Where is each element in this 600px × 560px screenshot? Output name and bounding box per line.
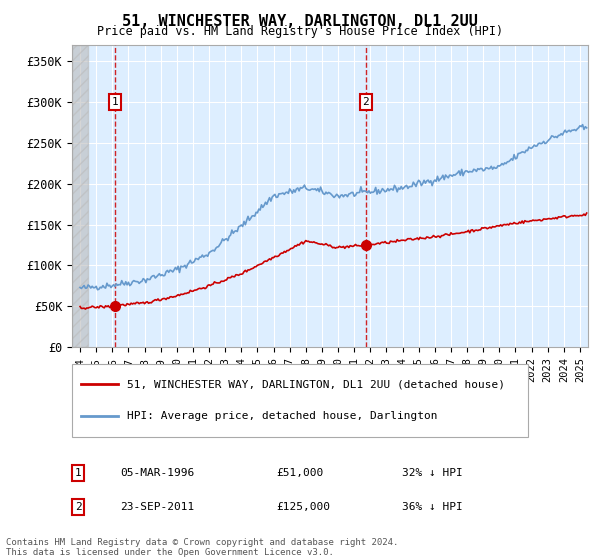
Text: 32% ↓ HPI: 32% ↓ HPI (402, 468, 463, 478)
Text: 51, WINCHESTER WAY, DARLINGTON, DL1 2UU: 51, WINCHESTER WAY, DARLINGTON, DL1 2UU (122, 14, 478, 29)
Text: 23-SEP-2011: 23-SEP-2011 (120, 502, 194, 512)
Text: 05-MAR-1996: 05-MAR-1996 (120, 468, 194, 478)
Text: Contains HM Land Registry data © Crown copyright and database right 2024.
This d: Contains HM Land Registry data © Crown c… (6, 538, 398, 557)
Text: 2: 2 (74, 502, 82, 512)
Text: 51, WINCHESTER WAY, DARLINGTON, DL1 2UU (detached house): 51, WINCHESTER WAY, DARLINGTON, DL1 2UU … (127, 379, 505, 389)
Text: 1: 1 (74, 468, 82, 478)
Text: HPI: Average price, detached house, Darlington: HPI: Average price, detached house, Darl… (127, 412, 437, 422)
Text: £51,000: £51,000 (276, 468, 323, 478)
Text: 36% ↓ HPI: 36% ↓ HPI (402, 502, 463, 512)
FancyBboxPatch shape (72, 364, 528, 437)
Text: Price paid vs. HM Land Registry's House Price Index (HPI): Price paid vs. HM Land Registry's House … (97, 25, 503, 38)
Bar (72, 45, 88, 347)
Text: 2: 2 (362, 97, 369, 107)
Text: 1: 1 (112, 97, 118, 107)
Text: £125,000: £125,000 (276, 502, 330, 512)
